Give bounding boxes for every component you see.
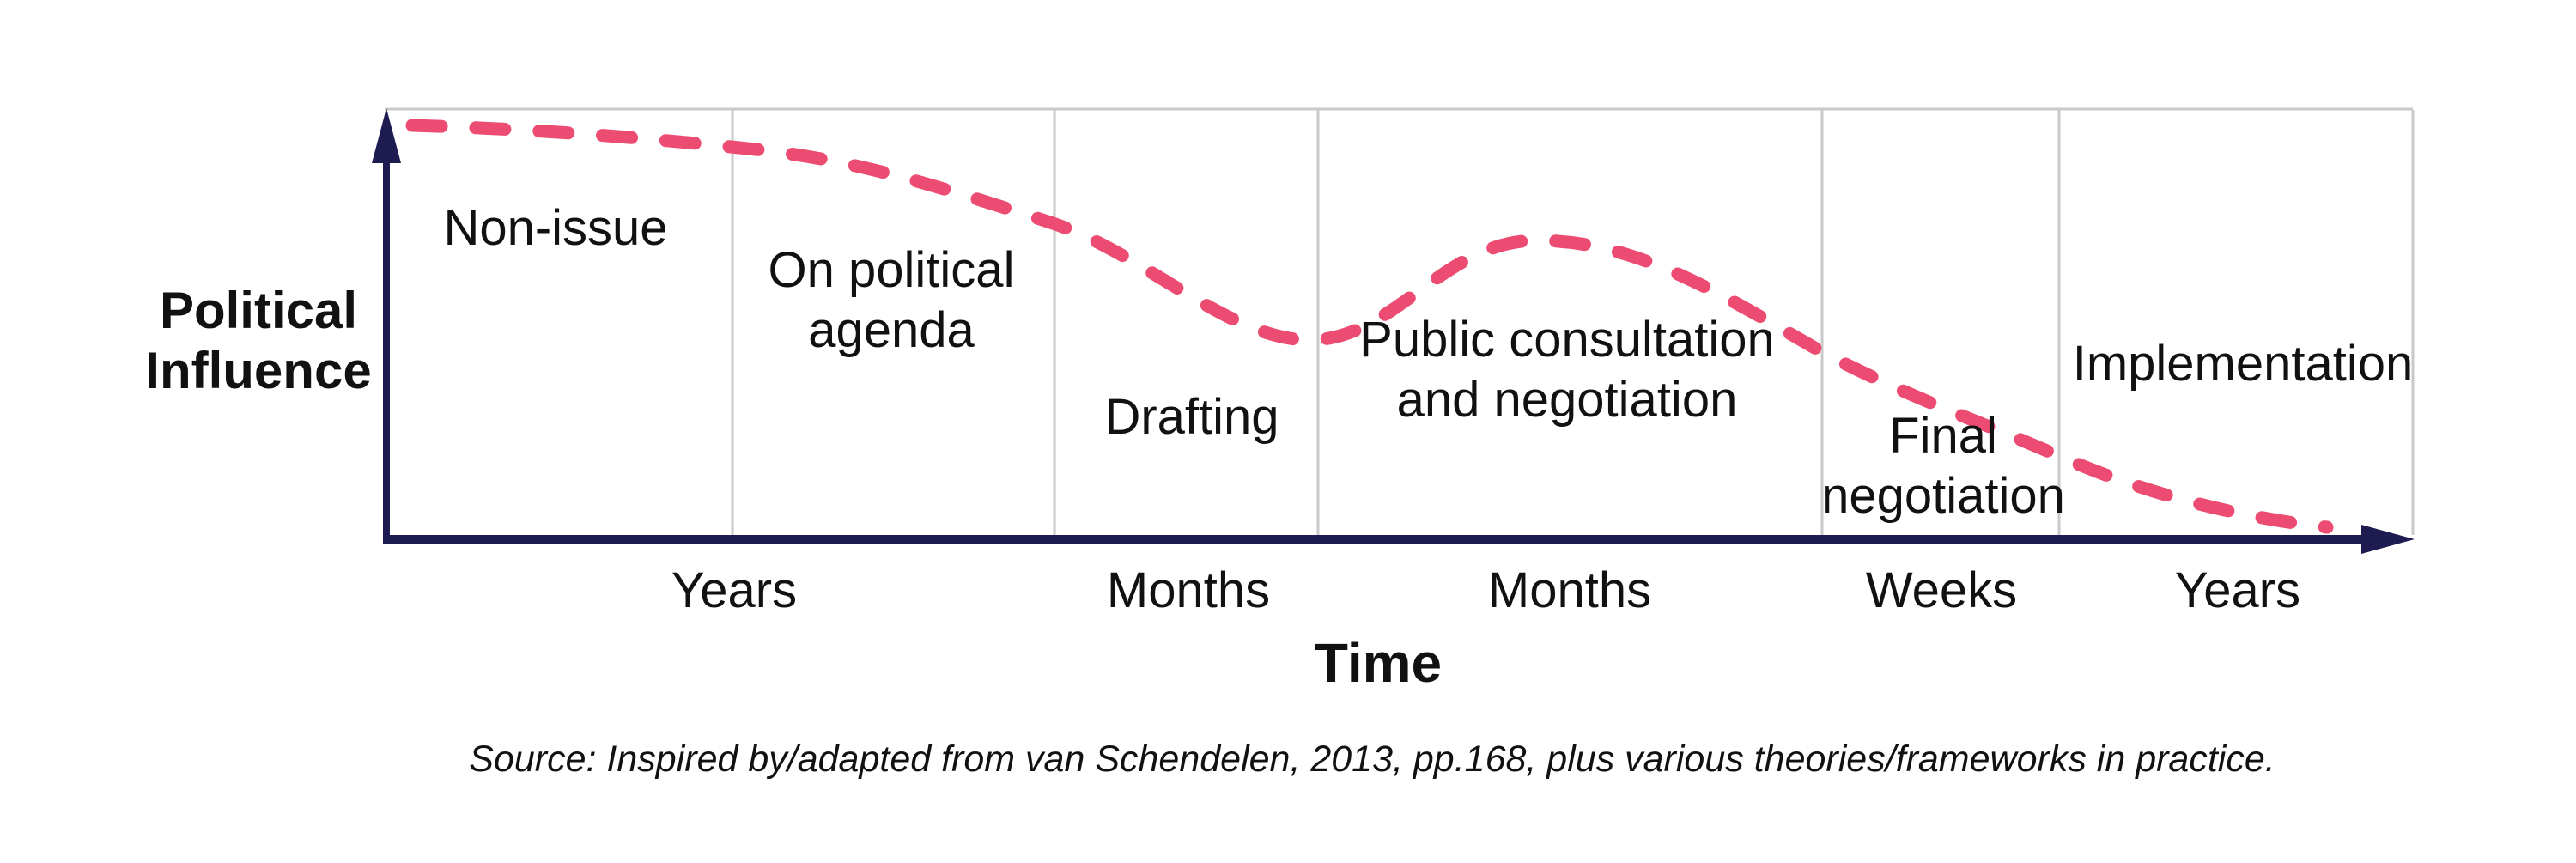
phase-label-drafting: Drafting [1104, 389, 1279, 445]
phase-label-implementation: Implementation [2072, 336, 2414, 392]
y-axis-arrowhead-icon [372, 108, 401, 163]
x-tick-months-1: Months [1106, 562, 1271, 618]
phase-label-non-issue: Non-issue [443, 200, 668, 256]
influence-curve [405, 119, 2334, 534]
phase-label-final-negotiation: Final negotiation [1821, 408, 2065, 524]
x-tick-months-2: Months [1487, 562, 1652, 618]
x-axis-arrowhead-icon [2361, 525, 2415, 554]
x-tick-years-2: Years [2174, 562, 2301, 618]
phase-label-on-political-agenda: On political agenda [768, 242, 1015, 358]
phase-gridlines [731, 110, 2415, 535]
x-tick-years-1: Years [671, 562, 798, 618]
y-axis-title: Political Influence [145, 282, 372, 399]
x-axis-title: Time [1314, 632, 1443, 694]
phase-label-public-consultation: Public consultation and negotiation [1359, 312, 1775, 428]
x-tick-weeks: Weeks [1865, 562, 2018, 618]
source-note: Source: Inspired by/adapted from van Sch… [469, 738, 2275, 780]
